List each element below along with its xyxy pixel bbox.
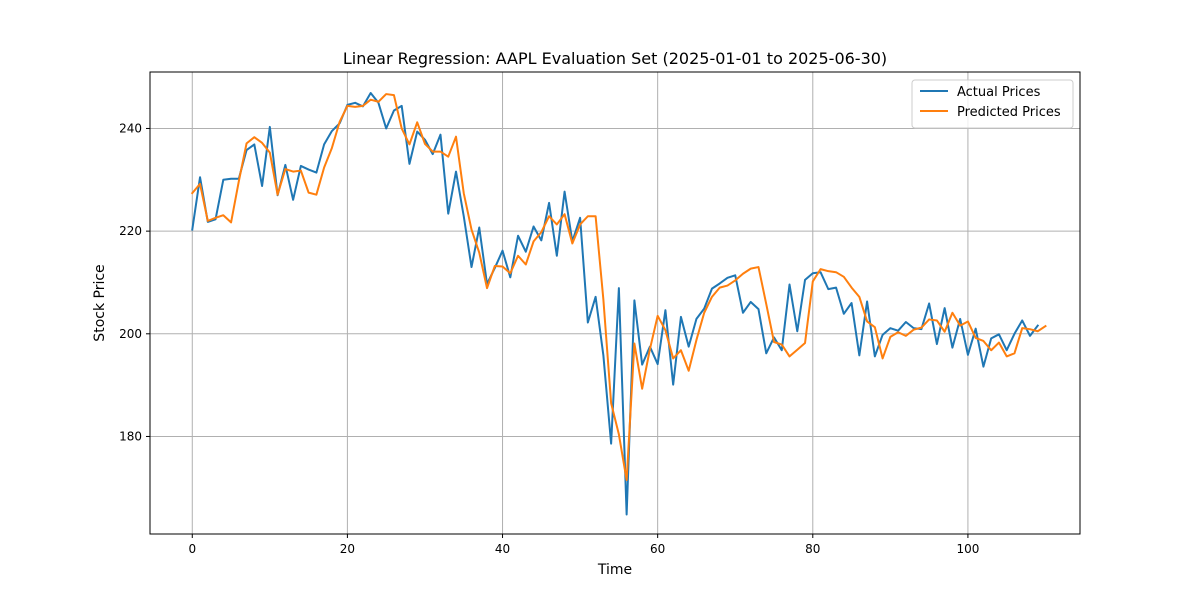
y-tick-label: 180 [119, 429, 142, 443]
x-tick-label: 60 [650, 542, 665, 556]
x-tick-label: 80 [805, 542, 820, 556]
x-tick-label: 100 [956, 542, 979, 556]
axis-ticks: 0 20 40 60 80 100 180 200 220 240 [119, 121, 979, 556]
y-axis-label: Stock Price [92, 264, 108, 341]
chart-title: Linear Regression: AAPL Evaluation Set (… [343, 49, 887, 68]
y-tick-label: 220 [119, 224, 142, 238]
y-tick-label: 240 [119, 121, 142, 135]
series-lines [190, 92, 1047, 516]
plot-frame [149, 71, 1081, 535]
legend: Actual Prices Predicted Prices [911, 79, 1074, 129]
x-axis-label: Time [597, 562, 632, 578]
series-line-predicted-prices [190, 93, 1047, 482]
x-tick-label: 0 [188, 542, 196, 556]
legend-label: Predicted Prices [957, 105, 1061, 120]
legend-label: Actual Prices [957, 85, 1041, 100]
x-tick-label: 20 [340, 542, 355, 556]
legend-box [911, 79, 1074, 129]
y-tick-label: 200 [119, 327, 142, 341]
x-tick-label: 40 [495, 542, 510, 556]
series-line-actual-prices [191, 92, 1040, 516]
